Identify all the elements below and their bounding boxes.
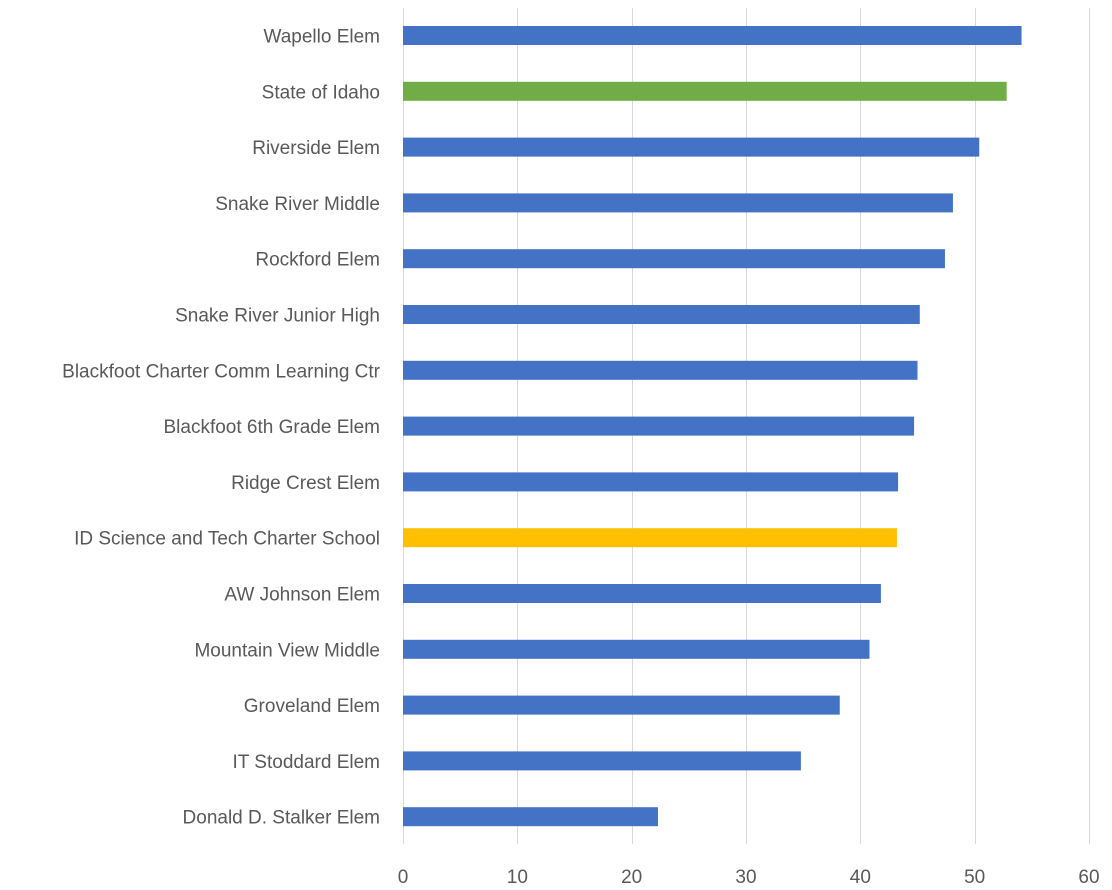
category-label: Snake River Junior High xyxy=(175,306,380,327)
category-label: Mountain View Middle xyxy=(194,640,380,661)
category-label: Rockford Elem xyxy=(255,250,380,271)
category-label: Ridge Crest Elem xyxy=(231,473,380,494)
bar xyxy=(403,639,870,659)
bar xyxy=(403,305,920,324)
category-label: Blackfoot Charter Comm Learning Ctr xyxy=(62,361,381,382)
bar xyxy=(403,360,918,380)
category-label: Wapello Elem xyxy=(263,27,380,48)
bar xyxy=(403,249,945,269)
x-tick-label: 40 xyxy=(850,867,871,888)
bar xyxy=(403,695,840,715)
bars xyxy=(403,26,1022,827)
category-label: Snake River Middle xyxy=(215,194,380,215)
bar xyxy=(403,193,953,213)
bar xyxy=(403,26,1022,45)
x-tick-label: 60 xyxy=(1078,867,1099,888)
category-label: IT Stoddard Elem xyxy=(232,752,380,773)
bar xyxy=(403,584,881,603)
x-tick-label: 10 xyxy=(507,867,528,888)
category-label: Riverside Elem xyxy=(252,138,380,159)
category-label: AW Johnson Elem xyxy=(224,585,380,606)
x-axis-tick-labels: 0 10 20 30 40 50 60 xyxy=(398,867,1100,888)
category-labels: Wapello Elem State of Idaho Riverside Elem… xyxy=(62,27,381,829)
category-label: Groveland Elem xyxy=(244,696,380,717)
bar xyxy=(403,751,801,771)
bar xyxy=(403,81,1007,101)
x-tick-label: 30 xyxy=(735,867,756,888)
bar xyxy=(403,137,980,157)
x-tick-label: 50 xyxy=(964,867,985,888)
x-tick-label: 0 xyxy=(398,867,409,888)
category-label: ID Science and Tech Charter School xyxy=(74,529,380,550)
bar xyxy=(403,528,897,548)
category-label: Blackfoot 6th Grade Elem xyxy=(164,417,381,438)
category-label: Donald D. Stalker Elem xyxy=(183,808,380,829)
bar xyxy=(403,472,899,492)
x-tick-label: 20 xyxy=(621,867,642,888)
bar xyxy=(403,416,915,436)
bar xyxy=(403,807,658,827)
category-label: State of Idaho xyxy=(262,82,380,103)
